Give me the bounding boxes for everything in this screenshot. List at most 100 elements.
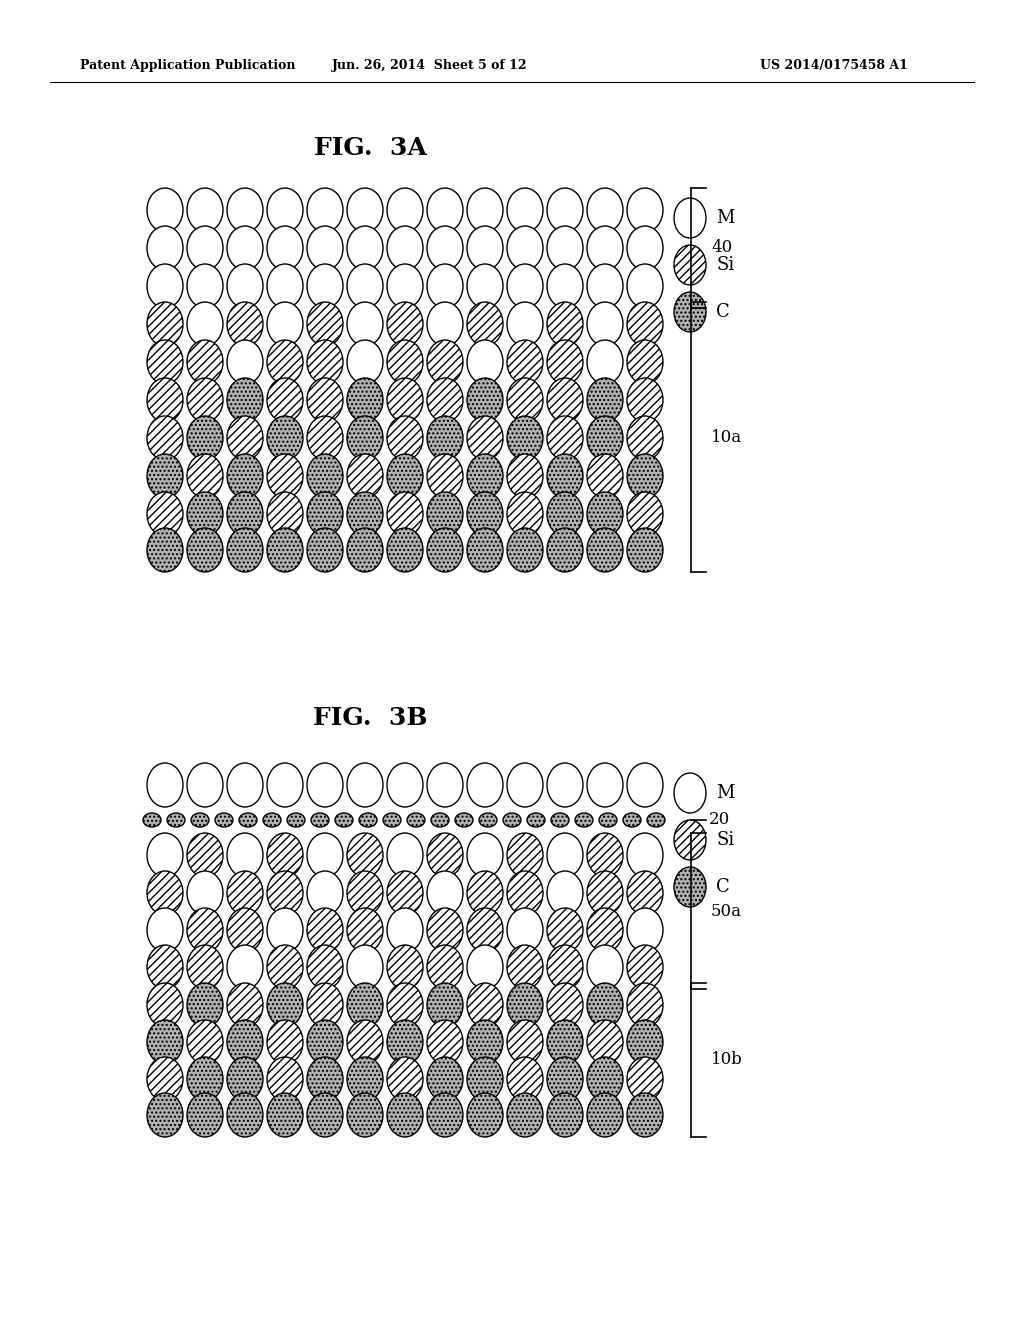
Ellipse shape: [507, 1057, 543, 1101]
Ellipse shape: [467, 226, 503, 271]
Ellipse shape: [547, 341, 583, 384]
Text: Si: Si: [716, 256, 734, 275]
Ellipse shape: [627, 763, 663, 807]
Ellipse shape: [623, 813, 641, 828]
Ellipse shape: [187, 187, 223, 232]
Ellipse shape: [427, 908, 463, 952]
Ellipse shape: [467, 871, 503, 915]
Ellipse shape: [467, 454, 503, 498]
Text: C: C: [716, 304, 730, 321]
Ellipse shape: [627, 528, 663, 572]
Ellipse shape: [227, 983, 263, 1027]
Ellipse shape: [227, 187, 263, 232]
Ellipse shape: [507, 226, 543, 271]
Ellipse shape: [307, 492, 343, 536]
Ellipse shape: [227, 871, 263, 915]
Ellipse shape: [187, 264, 223, 308]
Ellipse shape: [387, 945, 423, 989]
Text: Jun. 26, 2014  Sheet 5 of 12: Jun. 26, 2014 Sheet 5 of 12: [332, 58, 527, 71]
Ellipse shape: [387, 908, 423, 952]
Ellipse shape: [547, 763, 583, 807]
Ellipse shape: [587, 187, 623, 232]
Ellipse shape: [387, 302, 423, 346]
Ellipse shape: [147, 1020, 183, 1064]
Ellipse shape: [587, 871, 623, 915]
Ellipse shape: [627, 833, 663, 876]
Ellipse shape: [147, 492, 183, 536]
Ellipse shape: [507, 908, 543, 952]
Ellipse shape: [387, 226, 423, 271]
Ellipse shape: [347, 226, 383, 271]
Ellipse shape: [467, 1057, 503, 1101]
Ellipse shape: [147, 302, 183, 346]
Ellipse shape: [427, 528, 463, 572]
Ellipse shape: [307, 763, 343, 807]
Ellipse shape: [215, 813, 233, 828]
Ellipse shape: [187, 341, 223, 384]
Ellipse shape: [187, 945, 223, 989]
Ellipse shape: [147, 945, 183, 989]
Ellipse shape: [387, 763, 423, 807]
Ellipse shape: [287, 813, 305, 828]
Ellipse shape: [427, 378, 463, 422]
Ellipse shape: [467, 1093, 503, 1137]
Ellipse shape: [347, 187, 383, 232]
Ellipse shape: [267, 908, 303, 952]
Ellipse shape: [267, 983, 303, 1027]
Ellipse shape: [587, 983, 623, 1027]
Ellipse shape: [267, 416, 303, 459]
Ellipse shape: [347, 871, 383, 915]
Ellipse shape: [467, 492, 503, 536]
Ellipse shape: [311, 813, 329, 828]
Ellipse shape: [547, 454, 583, 498]
Text: Si: Si: [716, 832, 734, 849]
Ellipse shape: [227, 454, 263, 498]
Ellipse shape: [587, 302, 623, 346]
Ellipse shape: [587, 1057, 623, 1101]
Text: FIG.  3B: FIG. 3B: [312, 706, 427, 730]
Ellipse shape: [674, 820, 706, 861]
Ellipse shape: [267, 492, 303, 536]
Ellipse shape: [227, 833, 263, 876]
Ellipse shape: [547, 983, 583, 1027]
Ellipse shape: [347, 528, 383, 572]
Ellipse shape: [547, 528, 583, 572]
Ellipse shape: [587, 1020, 623, 1064]
Ellipse shape: [507, 983, 543, 1027]
Ellipse shape: [467, 1020, 503, 1064]
Ellipse shape: [467, 416, 503, 459]
Ellipse shape: [347, 416, 383, 459]
Ellipse shape: [239, 813, 257, 828]
Ellipse shape: [467, 264, 503, 308]
Text: C: C: [716, 878, 730, 896]
Ellipse shape: [307, 1057, 343, 1101]
Ellipse shape: [587, 454, 623, 498]
Ellipse shape: [147, 833, 183, 876]
Ellipse shape: [307, 871, 343, 915]
Ellipse shape: [147, 763, 183, 807]
Ellipse shape: [387, 833, 423, 876]
Ellipse shape: [587, 763, 623, 807]
Ellipse shape: [307, 378, 343, 422]
Ellipse shape: [479, 813, 497, 828]
Ellipse shape: [467, 187, 503, 232]
Ellipse shape: [359, 813, 377, 828]
Ellipse shape: [227, 416, 263, 459]
Ellipse shape: [267, 1057, 303, 1101]
Ellipse shape: [547, 908, 583, 952]
Ellipse shape: [147, 1057, 183, 1101]
Ellipse shape: [307, 416, 343, 459]
Ellipse shape: [427, 454, 463, 498]
Ellipse shape: [587, 226, 623, 271]
Ellipse shape: [227, 264, 263, 308]
Ellipse shape: [547, 1057, 583, 1101]
Ellipse shape: [547, 187, 583, 232]
Ellipse shape: [347, 378, 383, 422]
Ellipse shape: [227, 1057, 263, 1101]
Ellipse shape: [547, 302, 583, 346]
Ellipse shape: [587, 833, 623, 876]
Text: FIG.  3A: FIG. 3A: [313, 136, 426, 160]
Ellipse shape: [347, 454, 383, 498]
Ellipse shape: [547, 492, 583, 536]
Text: M: M: [716, 209, 734, 227]
